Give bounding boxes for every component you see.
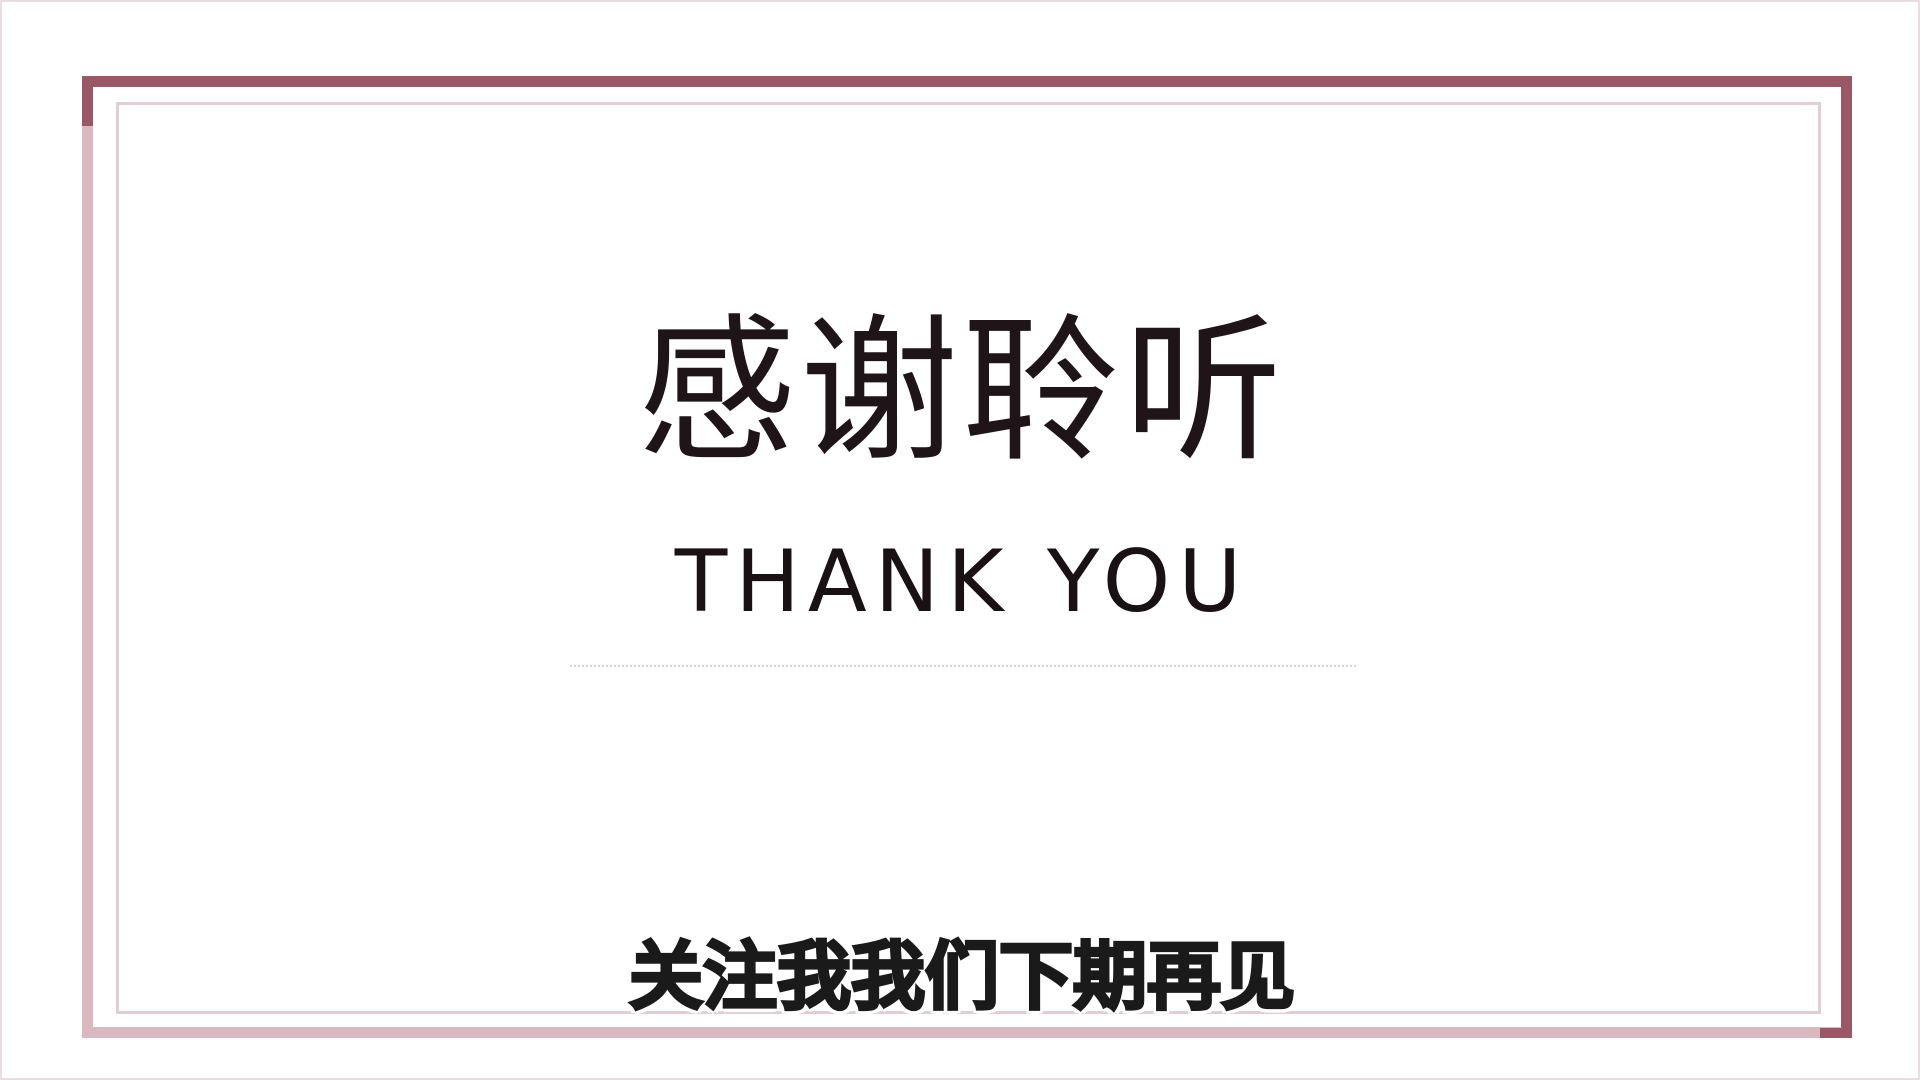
frame-corner-accent-bottom-right [1820, 1028, 1852, 1038]
title-chinese: 感谢聆听 [638, 300, 1286, 484]
frame-corner-accent-top-left [82, 76, 93, 126]
title-english: THANK YOU [674, 532, 1250, 632]
caption-subtitle: 关注我我们下期再见 [628, 933, 1297, 1022]
outer-frame [82, 76, 1852, 1038]
inner-frame [116, 102, 1821, 1014]
dotted-divider [570, 665, 1356, 667]
